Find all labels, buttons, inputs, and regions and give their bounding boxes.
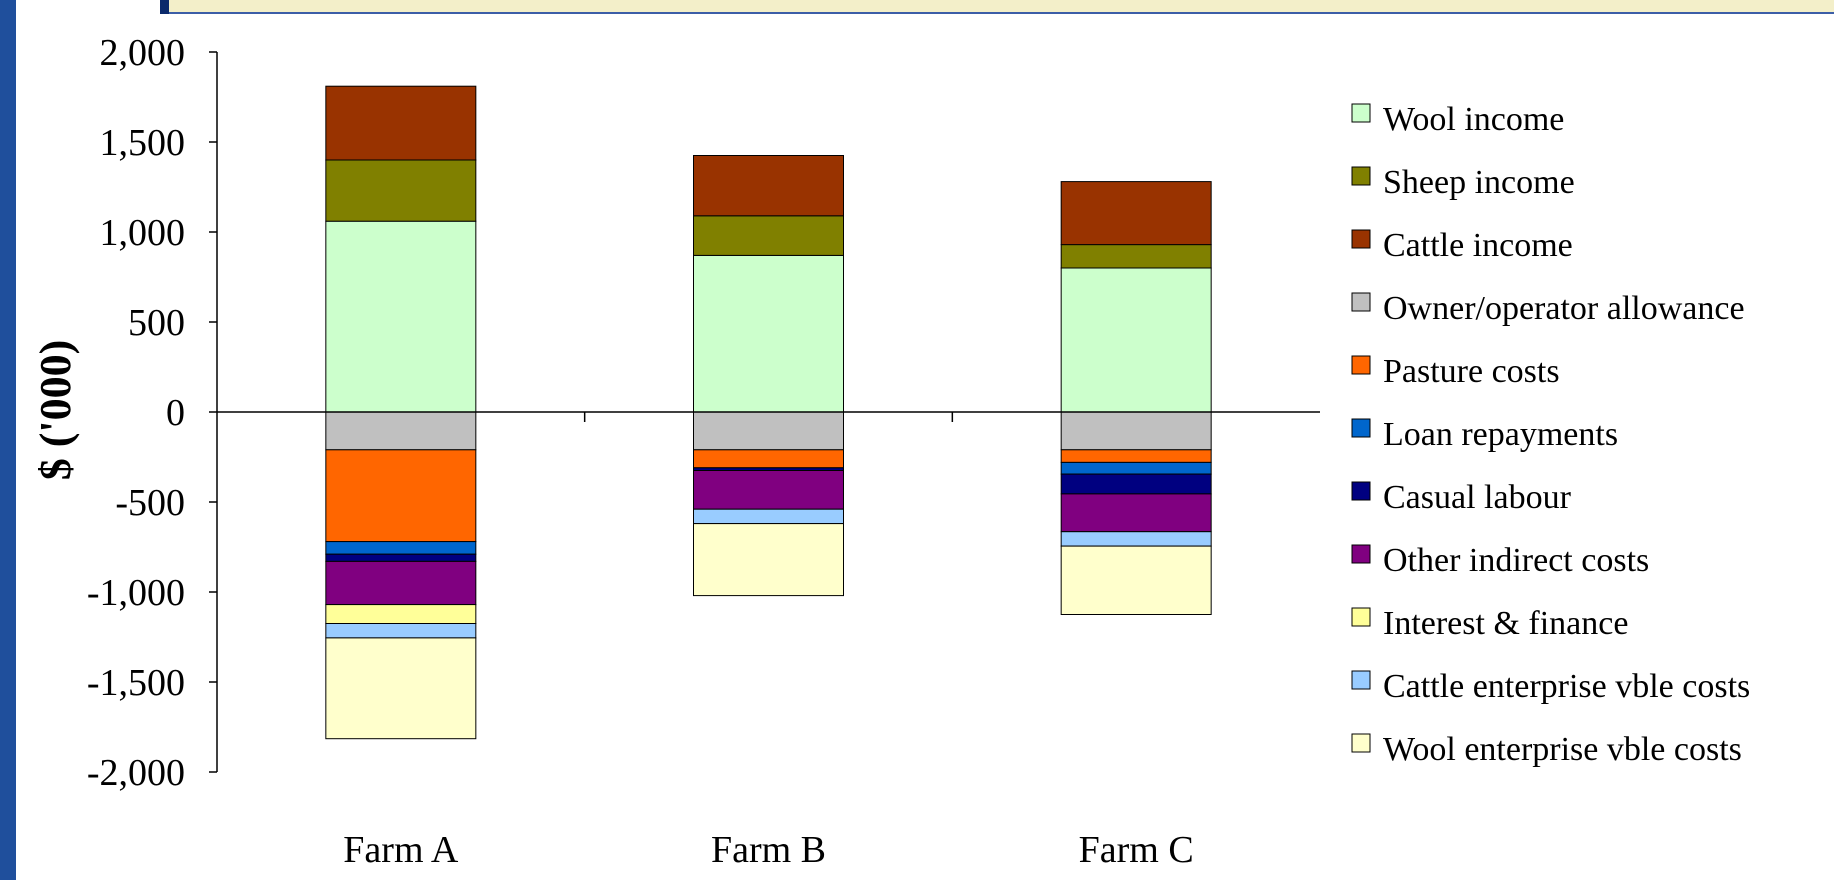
bar-farm-b-series-9: [693, 508, 844, 525]
x-tick-label: Farm C: [1079, 829, 1194, 871]
legend-label: Casual labour: [1383, 479, 1572, 516]
y-tick-label: 1,000: [100, 212, 186, 254]
bar-farm-b-series-3: [693, 411, 844, 451]
bar-farm-a-series-3: [325, 411, 477, 451]
bar-farm-a-series-1: [325, 159, 477, 222]
legend-swatch: [1351, 418, 1371, 438]
y-tick-label: 2,000: [100, 32, 186, 74]
y-tick-label: -500: [115, 482, 185, 524]
bar-farm-a-series-8: [325, 604, 477, 624]
y-tick-label: 500: [128, 302, 185, 344]
bar-farm-b-series-0: [693, 254, 844, 413]
bar-farm-a-series-0: [325, 220, 477, 413]
bar-farm-a-series-4: [325, 449, 477, 543]
y-tick-label: -1,000: [87, 572, 185, 614]
y-tick-label: -1,500: [87, 662, 185, 704]
legend-label: Cattle enterprise vble costs: [1383, 668, 1750, 705]
legend-swatch: [1351, 292, 1371, 312]
y-axis-label: $ ('000): [31, 340, 80, 481]
top-frame-accent: [160, 0, 169, 14]
legend-swatch: [1351, 166, 1371, 186]
legend-label: Loan repayments: [1383, 416, 1618, 453]
bar-farm-c-series-10: [1060, 545, 1212, 615]
legend-swatch: [1351, 355, 1371, 375]
y-tick-label: 1,500: [100, 122, 186, 164]
bar-farm-a-series-2: [325, 85, 477, 161]
legend-swatch: [1351, 544, 1371, 564]
axes-group: Farm A Farm B Farm C 2,000 1,500 1,000 500 0 -50…: [87, 32, 1320, 871]
bar-farm-c-series-7: [1060, 493, 1212, 533]
bar-farm-b-series-1: [693, 215, 844, 256]
bar-farm-b-series-4: [693, 449, 844, 469]
bar-farm-c-series-4: [1060, 449, 1212, 463]
bar-farm-a-series-6: [325, 553, 477, 562]
legend-label: Wool enterprise vble costs: [1383, 731, 1742, 768]
x-tick-label: Farm B: [711, 829, 826, 871]
bar-farm-c-series-5: [1060, 461, 1212, 475]
bar-farm-a-series-9: [325, 623, 477, 639]
legend-swatch: [1351, 670, 1371, 690]
bars-group: [325, 85, 1212, 740]
top-banner: [169, 0, 1834, 14]
bar-farm-b-series-7: [693, 470, 844, 510]
legend-label: Interest & finance: [1383, 605, 1628, 642]
legend-swatch: [1351, 481, 1371, 501]
left-frame-bar: [0, 0, 16, 880]
bar-farm-a-series-7: [325, 560, 477, 606]
bar-farm-b-series-10: [693, 523, 844, 597]
y-tick-label: -2,000: [87, 752, 185, 794]
bar-farm-c-series-0: [1060, 267, 1212, 413]
x-tick-label: Farm A: [343, 829, 459, 871]
legend: Wool income Sheep income Cattle income Owne…: [1351, 101, 1750, 768]
bar-farm-c-series-3: [1060, 411, 1212, 451]
legend-label: Owner/operator allowance: [1383, 290, 1745, 327]
y-tick-label: 0: [166, 392, 185, 434]
legend-label: Cattle income: [1383, 227, 1573, 264]
legend-swatch: [1351, 607, 1371, 627]
legend-label: Wool income: [1383, 101, 1564, 138]
legend-label: Other indirect costs: [1383, 542, 1649, 579]
bar-farm-a-series-10: [325, 637, 477, 740]
legend-swatch: [1351, 103, 1371, 123]
bar-farm-c-series-1: [1060, 244, 1212, 269]
legend-swatch: [1351, 229, 1371, 249]
bar-farm-c-series-2: [1060, 181, 1212, 246]
bar-farm-c-series-6: [1060, 473, 1212, 495]
bar-farm-b-series-2: [693, 155, 844, 217]
bar-farm-c-series-9: [1060, 531, 1212, 547]
bar-farm-a-series-5: [325, 541, 477, 555]
legend-label: Sheep income: [1383, 164, 1575, 201]
legend-swatch: [1351, 733, 1371, 753]
legend-label: Pasture costs: [1383, 353, 1560, 390]
